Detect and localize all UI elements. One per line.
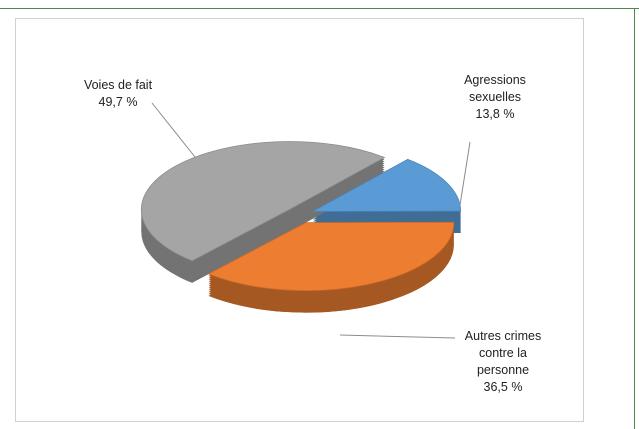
chart-frame xyxy=(15,18,584,422)
category-name: Agressions sexuelles xyxy=(464,73,526,104)
slice-label: Autres crimes contre la personne 36,5 % xyxy=(458,328,548,396)
slice-label: Voies de fait 49,7 % xyxy=(68,77,168,111)
value-label: 49,7 % xyxy=(98,95,138,109)
category-name: Autres crimes contre la personne xyxy=(464,329,542,377)
border-line xyxy=(634,8,635,429)
value-label: 13,8 % xyxy=(475,107,515,121)
value-label: 36,5 % xyxy=(483,380,523,394)
slice xyxy=(141,141,386,262)
slice xyxy=(312,158,462,212)
leader-line xyxy=(459,141,471,206)
slice-label: Agressions sexuelles 13,8 % xyxy=(455,72,535,123)
leader-line xyxy=(151,102,196,158)
category-name: Voies de fait xyxy=(83,78,153,92)
slice xyxy=(207,221,455,292)
border-line xyxy=(0,8,639,9)
leader-line xyxy=(339,334,456,339)
